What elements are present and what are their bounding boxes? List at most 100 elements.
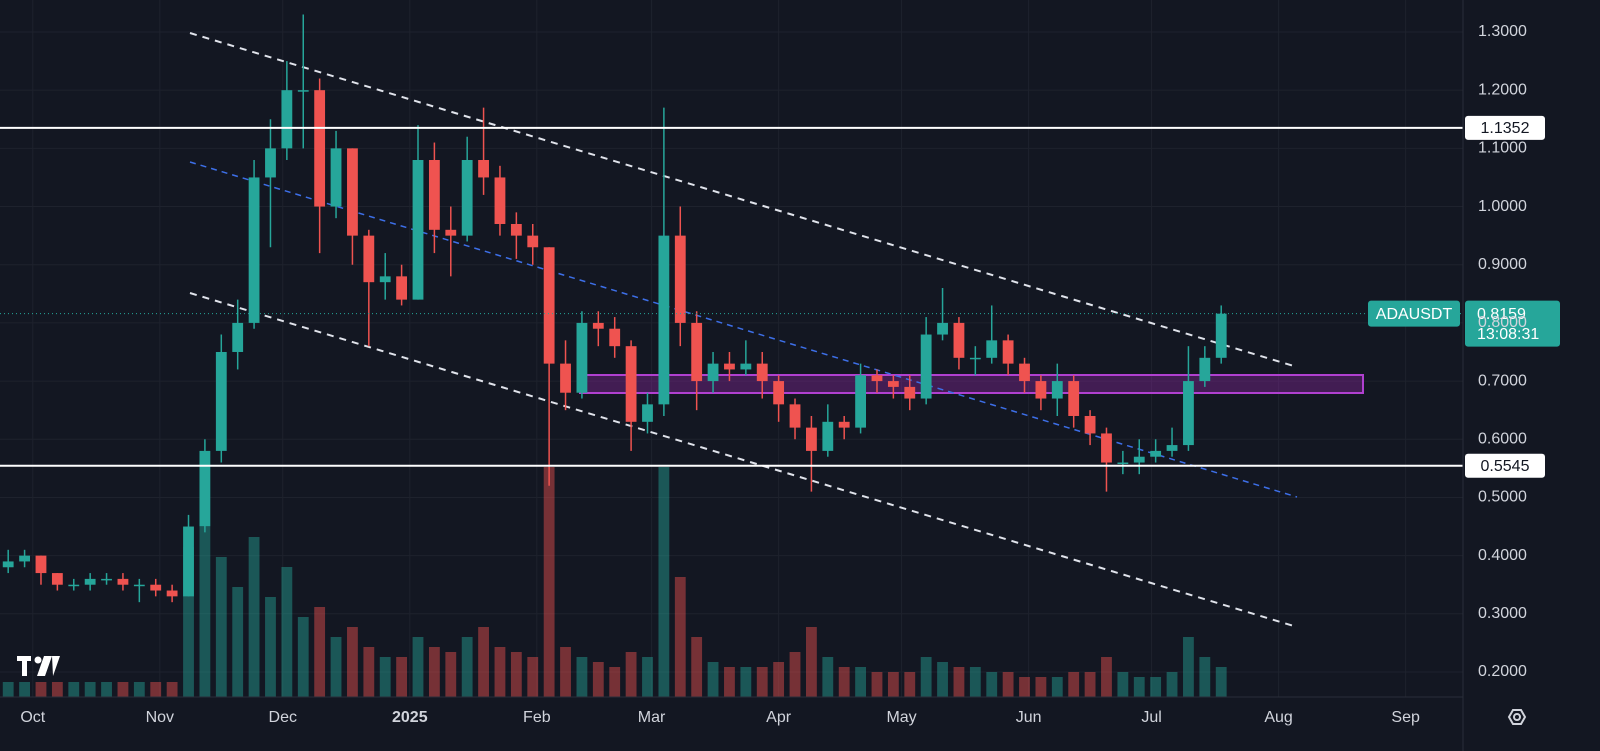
candle-body	[461, 159, 473, 236]
candle-body	[494, 177, 506, 224]
volume-bar	[543, 467, 555, 697]
gear[interactable]	[1507, 709, 1527, 725]
candle-body	[822, 421, 834, 451]
candle-body	[1002, 340, 1014, 364]
volume-bar	[642, 657, 653, 697]
volume-bar	[117, 682, 129, 697]
candle-body	[396, 276, 408, 300]
symbol-box	[1368, 300, 1460, 327]
candle-body	[1117, 462, 1129, 465]
y-tick-label: 0.8000	[1478, 314, 1527, 331]
volume-bar	[658, 467, 670, 697]
y-tick-label: 0.7000	[1478, 372, 1527, 389]
candle-body	[969, 357, 981, 360]
candle-body	[838, 421, 850, 428]
candle-body	[592, 322, 604, 329]
x-tick-label: 2025	[392, 709, 428, 726]
volume-bar	[215, 557, 227, 697]
candle-body	[724, 363, 735, 370]
price-label: 1.1352	[1481, 120, 1530, 137]
countdown-label: 13:08:31	[1477, 326, 1539, 343]
volume-bar	[1183, 637, 1194, 697]
volume-bar	[101, 682, 112, 697]
y-tick-label: 0.6000	[1478, 430, 1527, 447]
volume-bar	[494, 647, 506, 697]
volume-bar	[1019, 677, 1030, 697]
volume-bar	[428, 647, 440, 697]
candle-body	[1199, 357, 1211, 382]
candle-body	[1051, 381, 1063, 399]
candle-body	[19, 555, 30, 562]
candle-body	[1166, 445, 1178, 451]
volume-bar	[379, 657, 391, 697]
volume-bar	[707, 662, 719, 697]
volume-bar	[265, 597, 276, 697]
x-tick-label: Feb	[523, 709, 551, 726]
y-tick-label: 1.1000	[1478, 140, 1527, 157]
volume-bar	[674, 577, 686, 697]
mid-trendline	[189, 161, 1298, 498]
symbol-label: ADAUSDT	[1376, 306, 1453, 323]
candle-body	[625, 346, 637, 422]
x-tick-label: Nov	[146, 709, 174, 726]
volume-bar	[838, 667, 850, 697]
candle-body	[379, 276, 391, 283]
volume-bar	[478, 627, 489, 697]
volume-bar	[510, 652, 522, 697]
y-tick-label: 1.2000	[1478, 81, 1527, 98]
volume-bar	[986, 672, 998, 697]
y-tick-label: 1.0000	[1478, 198, 1527, 215]
candle-body	[314, 90, 326, 207]
volume-bar	[1215, 667, 1227, 697]
volume-bar	[920, 657, 932, 697]
volume-bar	[281, 567, 293, 697]
candle-body	[297, 90, 309, 92]
volume-bar	[1101, 657, 1112, 697]
candle-body	[1019, 363, 1030, 382]
volume-bar	[740, 667, 752, 697]
candle-body	[133, 584, 145, 587]
candle-body	[68, 584, 80, 587]
candle-body	[1101, 433, 1112, 463]
candle-body	[117, 578, 129, 585]
x-tick-label: Mar	[638, 709, 666, 726]
volume-bar	[822, 657, 834, 697]
gear-center[interactable]	[1513, 713, 1521, 721]
candle-body	[363, 235, 375, 283]
candle-body	[478, 159, 489, 178]
volume-bar	[248, 537, 260, 697]
volume-bar	[576, 657, 588, 697]
settings-icon[interactable]	[1507, 709, 1527, 725]
candle-body	[183, 526, 194, 597]
volume-bar	[756, 667, 768, 697]
volume-bar	[871, 672, 883, 697]
logo-part	[37, 656, 52, 676]
candle-body	[101, 578, 112, 581]
volume-bar	[789, 652, 801, 697]
volume-bar	[1084, 672, 1096, 697]
x-tick-label: Jun	[1016, 709, 1042, 726]
candle-body	[1150, 450, 1162, 457]
volume-bar	[166, 682, 178, 697]
volume-bar	[35, 682, 47, 697]
logo-part	[34, 656, 42, 664]
logo-part	[52, 656, 60, 676]
volume-bar	[953, 667, 965, 697]
volume-bar	[691, 637, 703, 697]
volume-bar	[855, 667, 866, 697]
candle-body	[806, 427, 817, 451]
x-tick-label: Apr	[766, 709, 792, 726]
volume-bar	[1035, 677, 1047, 697]
volume-bar	[1133, 677, 1145, 697]
volume-bar	[68, 682, 80, 697]
volume-bar	[887, 672, 899, 697]
candle-body	[35, 555, 47, 574]
volume-bar	[232, 587, 244, 697]
volume-bar	[1051, 677, 1063, 697]
volume-bar	[133, 682, 145, 697]
candle-body	[887, 381, 899, 387]
candle-body	[232, 322, 244, 352]
candle-body	[199, 450, 211, 527]
candle-body	[428, 159, 440, 230]
volume-bar	[445, 652, 457, 697]
